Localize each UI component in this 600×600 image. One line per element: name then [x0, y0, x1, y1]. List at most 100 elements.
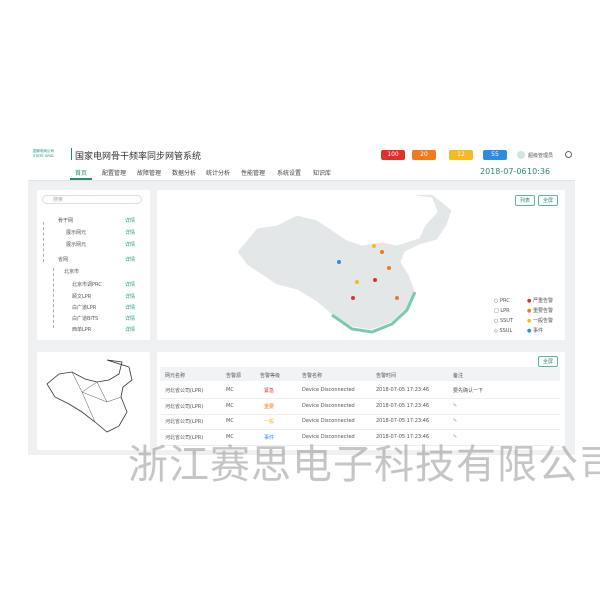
minimap — [46, 359, 133, 433]
nav-active — [70, 178, 92, 180]
cell-name: 河北省公司(LPR) — [165, 419, 204, 425]
map-dot[interactable] — [373, 278, 377, 282]
detail-link[interactable]: 详情 — [125, 327, 136, 333]
alarm-count[interactable]: 100 — [381, 150, 405, 160]
tree-line — [43, 222, 45, 262]
map-edge — [331, 291, 417, 334]
tree-node[interactable]: 北京市 — [64, 269, 80, 275]
map-dot[interactable] — [337, 260, 341, 264]
tree-node[interactable]: 骨干网 — [58, 218, 74, 224]
detail-link[interactable]: 详情 — [125, 316, 136, 322]
edit-icon[interactable]: ✎ — [453, 402, 458, 409]
tree-node[interactable]: 展示网元 — [66, 230, 87, 236]
logo: 国家电网公司 STATE GRID — [33, 149, 54, 159]
detail-link[interactable]: 详情 — [125, 218, 136, 224]
nav-item[interactable]: 系统设置 — [277, 170, 302, 177]
legend-item: ◇ SSUL — [494, 328, 513, 334]
legend-label: 一般告警 — [532, 318, 553, 324]
cell-note: 要先确认一下 — [453, 388, 484, 394]
nav-item[interactable]: 性能管理 — [241, 170, 266, 177]
power-icon[interactable] — [565, 151, 572, 158]
tree-node[interactable]: 颐文LPR — [72, 294, 92, 300]
divider — [71, 148, 72, 160]
logo-cn: 国家电网公司 — [33, 149, 54, 153]
row-divider — [160, 413, 560, 415]
legend-label: 严重告警 — [532, 298, 553, 304]
legend-label: SSUT — [499, 318, 514, 324]
map-dot[interactable] — [395, 296, 399, 300]
legend-label: 事件 — [532, 328, 543, 334]
legend-item: ● 严重告警 — [527, 298, 553, 304]
tree-node[interactable]: 展示网元 — [66, 242, 87, 248]
legend-item: ○ SSUT — [494, 318, 514, 324]
detail-link[interactable]: 详情 — [125, 257, 136, 263]
cell-time: 2018-07-05 17:23:46 — [376, 402, 430, 409]
map-dot[interactable] — [351, 296, 355, 300]
top-bar — [28, 143, 575, 181]
column-header: 告警等级 — [260, 373, 281, 379]
tree-panel — [37, 190, 150, 340]
watermark: 浙江赛思电子科技有限公司 — [128, 442, 600, 488]
alarm-count[interactable]: 20 — [412, 150, 436, 160]
detail-link[interactable]: 详情 — [125, 294, 136, 300]
cell-source: MC — [226, 387, 234, 393]
legend-item: □ LPR — [494, 308, 510, 314]
map-button[interactable]: 列表 — [515, 195, 536, 206]
cell-level: 事件 — [264, 434, 275, 441]
cell-name: 河北省公司(LPR) — [165, 403, 204, 410]
edit-icon[interactable]: ✎ — [453, 433, 458, 440]
column-header: 告警源 — [226, 373, 242, 379]
tree-node[interactable]: 北京市调PRC — [72, 282, 102, 288]
table-header — [160, 367, 560, 381]
nav-item[interactable]: 统计分析 — [206, 170, 231, 177]
china-map — [236, 193, 453, 334]
map-dot[interactable] — [380, 250, 384, 254]
detail-link[interactable]: 详情 — [125, 230, 136, 236]
search-box[interactable]: 搜索 — [42, 195, 142, 204]
column-header: 网元名称 — [165, 373, 186, 379]
detail-link[interactable]: 详情 — [125, 242, 136, 248]
user-icon — [517, 151, 525, 159]
legend-types: ○ PRC □ LPR ○ SSUT ◇ SSUL — [494, 296, 513, 336]
column-header: 告警时间 — [376, 373, 397, 379]
minimap-borders — [71, 371, 122, 423]
tree-node[interactable]: 省网 — [58, 257, 69, 263]
tree-node[interactable]: 白广道LPR — [72, 305, 97, 311]
detail-link[interactable]: 详情 — [125, 282, 136, 288]
nav-item[interactable]: 故障管理 — [137, 170, 162, 177]
map-button[interactable]: 全屏 — [538, 195, 559, 206]
cell-alarm: Device Disconnected — [302, 402, 355, 409]
nav-item[interactable]: 数据分析 — [172, 170, 197, 177]
map-dot[interactable] — [387, 266, 391, 270]
tree-node[interactable]: 西单LPR — [72, 327, 92, 333]
legend-item: ○ PRC — [494, 298, 510, 304]
cell-time: 2018-07-05 17:23:46 — [376, 418, 430, 424]
alarm-count[interactable]: 12 — [449, 150, 473, 160]
cell-alarm: Device Disconnected — [302, 433, 355, 440]
user-name[interactable]: 超级管理员 — [528, 153, 554, 159]
time: 10:36 — [527, 167, 551, 176]
cell-time: 2018-07-05 17:23:46 — [376, 433, 430, 440]
detail-link[interactable]: 详情 — [125, 305, 136, 311]
tree-line — [53, 268, 55, 328]
legend-label: SSUL — [499, 328, 513, 334]
nav-item[interactable]: 配置管理 — [102, 170, 127, 177]
legend-label: PRC — [499, 298, 510, 304]
edit-icon[interactable]: ✎ — [453, 418, 458, 424]
map-dot[interactable] — [372, 244, 376, 248]
row-divider — [160, 444, 560, 446]
map-dot[interactable] — [355, 280, 359, 284]
alarm-count[interactable]: 55 — [483, 150, 507, 160]
row-divider — [160, 398, 560, 399]
table-button[interactable]: 全屏 — [538, 356, 559, 367]
cell-source: MC — [226, 402, 234, 409]
nav-item[interactable]: 首页 — [75, 170, 88, 177]
cell-level: 一般 — [264, 419, 275, 425]
tree-node[interactable]: 白广道BITS — [72, 316, 99, 322]
row-divider — [160, 429, 560, 430]
column-header: 备注 — [453, 373, 464, 379]
date: 2018-07-06 — [480, 167, 527, 176]
minimap-shape — [46, 359, 133, 433]
nav-item[interactable]: 知识库 — [313, 170, 332, 177]
